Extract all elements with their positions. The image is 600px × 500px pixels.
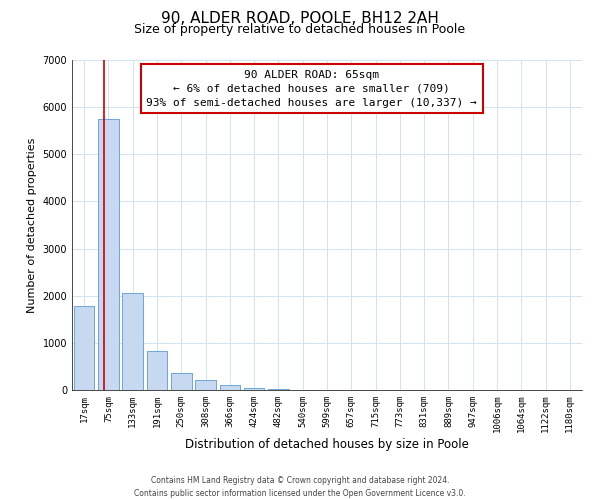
Text: 90 ALDER ROAD: 65sqm
← 6% of detached houses are smaller (709)
93% of semi-detac: 90 ALDER ROAD: 65sqm ← 6% of detached ho… (146, 70, 477, 108)
X-axis label: Distribution of detached houses by size in Poole: Distribution of detached houses by size … (185, 438, 469, 451)
Bar (244, 388, 265, 390)
Text: 90, ALDER ROAD, POOLE, BH12 2AH: 90, ALDER ROAD, POOLE, BH12 2AH (161, 11, 439, 26)
Bar (220, 386, 240, 390)
Bar (268, 388, 289, 390)
Bar (146, 352, 167, 390)
Bar (98, 119, 119, 390)
Bar (122, 294, 143, 390)
Y-axis label: Number of detached properties: Number of detached properties (27, 138, 37, 312)
Text: Contains HM Land Registry data © Crown copyright and database right 2024.
Contai: Contains HM Land Registry data © Crown c… (134, 476, 466, 498)
Bar (74, 306, 94, 390)
Bar (195, 380, 216, 390)
Text: Size of property relative to detached houses in Poole: Size of property relative to detached ho… (134, 22, 466, 36)
Bar (171, 372, 191, 390)
